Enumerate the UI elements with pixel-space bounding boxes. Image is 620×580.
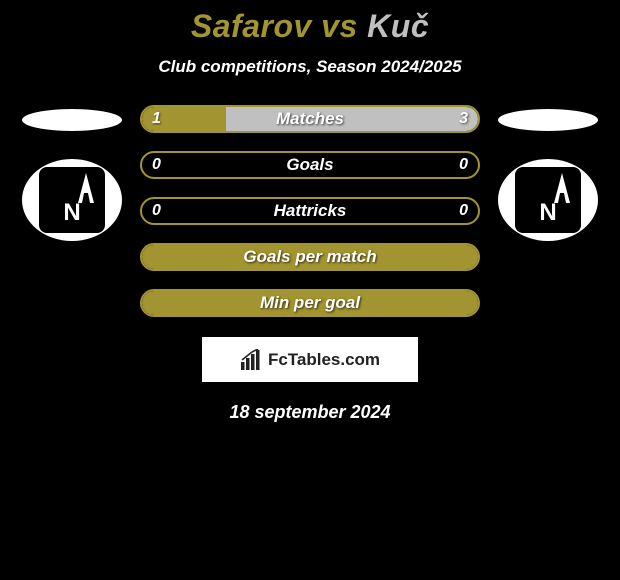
player2-name: Kuč bbox=[367, 8, 429, 44]
player1-flag bbox=[22, 109, 122, 131]
stat-label: Matches bbox=[142, 109, 478, 129]
stat-bar-hattricks: 0 Hattricks 0 bbox=[140, 197, 480, 225]
right-side bbox=[498, 105, 598, 241]
badge-inner-right bbox=[515, 167, 581, 233]
stat-label: Goals bbox=[142, 155, 478, 175]
page-title: Safarov vs Kuč bbox=[0, 8, 620, 45]
stat-label: Goals per match bbox=[142, 247, 478, 267]
stat-bar-goals-per-match: Goals per match bbox=[140, 243, 480, 271]
stat-bar-goals: 0 Goals 0 bbox=[140, 151, 480, 179]
subtitle: Club competitions, Season 2024/2025 bbox=[0, 57, 620, 77]
stat-value-right: 3 bbox=[459, 110, 468, 128]
stat-bar-min-per-goal: Min per goal bbox=[140, 289, 480, 317]
badge-inner-left bbox=[39, 167, 105, 233]
stats-bars: 1 Matches 3 0 Goals 0 0 Hattricks 0 bbox=[140, 105, 480, 317]
player1-name: Safarov bbox=[191, 8, 312, 44]
stat-label: Hattricks bbox=[142, 201, 478, 221]
date-text: 18 september 2024 bbox=[0, 402, 620, 423]
stat-bar-matches: 1 Matches 3 bbox=[140, 105, 480, 133]
main-content: 1 Matches 3 0 Goals 0 0 Hattricks 0 bbox=[0, 105, 620, 317]
stat-label: Min per goal bbox=[142, 293, 478, 313]
stat-value-right: 0 bbox=[459, 202, 468, 220]
brand-text: FcTables.com bbox=[268, 350, 380, 370]
player2-flag bbox=[498, 109, 598, 131]
chart-icon bbox=[240, 349, 262, 371]
stat-value-right: 0 bbox=[459, 156, 468, 174]
brand-box[interactable]: FcTables.com bbox=[202, 337, 418, 382]
comparison-card: Safarov vs Kuč Club competitions, Season… bbox=[0, 0, 620, 423]
left-side bbox=[22, 105, 122, 241]
player2-club-badge bbox=[498, 159, 598, 241]
vs-text: vs bbox=[321, 8, 358, 44]
player1-club-badge bbox=[22, 159, 122, 241]
